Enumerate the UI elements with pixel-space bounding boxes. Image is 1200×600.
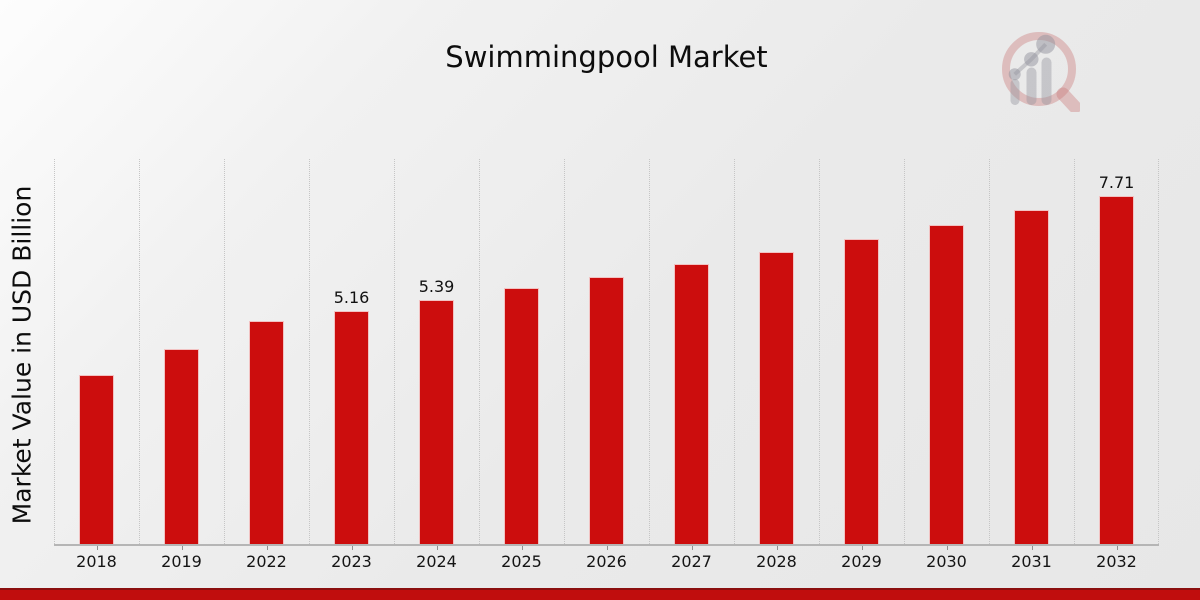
- bar-2022: [249, 321, 284, 544]
- x-axis-tick: [1032, 546, 1033, 550]
- bar-2023: [334, 311, 369, 544]
- gridline: [1074, 159, 1075, 544]
- gridline: [734, 159, 735, 544]
- x-tick-label-2019: 2019: [161, 552, 202, 571]
- x-tick-label-2022: 2022: [246, 552, 287, 571]
- x-axis-tick: [267, 546, 268, 550]
- bar-2032: [1099, 196, 1134, 544]
- x-tick-label-2032: 2032: [1096, 552, 1137, 571]
- x-tick-label-2025: 2025: [501, 552, 542, 571]
- bar-value-label-2024: 5.39: [418, 277, 455, 296]
- plot-area: 2018 2019 2022 5.16 2023 5.39 2024 2025 2026 2027…: [54, 159, 1159, 571]
- x-axis-tick: [692, 546, 693, 550]
- x-axis-tick: [862, 546, 863, 550]
- x-tick-label-2018: 2018: [76, 552, 117, 571]
- bar-2027: [674, 264, 709, 544]
- x-axis-tick: [437, 546, 438, 550]
- x-tick-label-2026: 2026: [586, 552, 627, 571]
- bar-2026: [589, 277, 624, 544]
- gridline: [309, 159, 310, 544]
- bar-2019: [164, 349, 199, 544]
- x-tick-label-2023: 2023: [331, 552, 372, 571]
- x-tick-label-2030: 2030: [926, 552, 967, 571]
- bar-2029: [844, 239, 879, 544]
- x-tick-label-2024: 2024: [416, 552, 457, 571]
- x-axis-tick: [522, 546, 523, 550]
- x-axis-tick: [352, 546, 353, 550]
- gridline: [989, 159, 990, 544]
- gridline: [649, 159, 650, 544]
- gridline: [819, 159, 820, 544]
- bar-value-label-2032: 7.71: [1098, 173, 1135, 192]
- bar-2030: [929, 225, 964, 544]
- logo-bars-icon: [1010, 57, 1052, 105]
- magnifier-ring-icon: [1002, 32, 1080, 112]
- bar-2025: [504, 288, 539, 544]
- x-axis-tick: [182, 546, 183, 550]
- chart-title: Swimmingpool Market: [445, 40, 768, 74]
- bar-2028: [759, 252, 794, 544]
- bar-value-label-2023: 5.16: [333, 288, 370, 307]
- x-axis-tick: [97, 546, 98, 550]
- bar-2024: [419, 300, 454, 544]
- gridline: [394, 159, 395, 544]
- gridline: [139, 159, 140, 544]
- x-tick-label-2031: 2031: [1011, 552, 1052, 571]
- footer-stripe-accent: [0, 588, 1200, 590]
- gridline: [224, 159, 225, 544]
- bar-2031: [1014, 210, 1049, 544]
- bar-2018: [79, 375, 114, 544]
- x-tick-label-2028: 2028: [756, 552, 797, 571]
- x-tick-label-2027: 2027: [671, 552, 712, 571]
- x-axis-tick: [947, 546, 948, 550]
- x-axis-tick: [777, 546, 778, 550]
- gridline: [904, 159, 905, 544]
- gridline: [479, 159, 480, 544]
- gridline: [1158, 159, 1159, 544]
- x-axis-tick: [607, 546, 608, 550]
- y-axis-label: Market Value in USD Billion: [7, 185, 37, 525]
- x-tick-label-2029: 2029: [841, 552, 882, 571]
- gridline: [564, 159, 565, 544]
- footer-stripe: [0, 588, 1200, 600]
- x-axis-tick: [1117, 546, 1118, 550]
- gridline: [54, 159, 55, 544]
- logo-trend-dots-icon: [1008, 34, 1056, 81]
- magnifier-bar-chart-logo-icon: [1002, 32, 1080, 112]
